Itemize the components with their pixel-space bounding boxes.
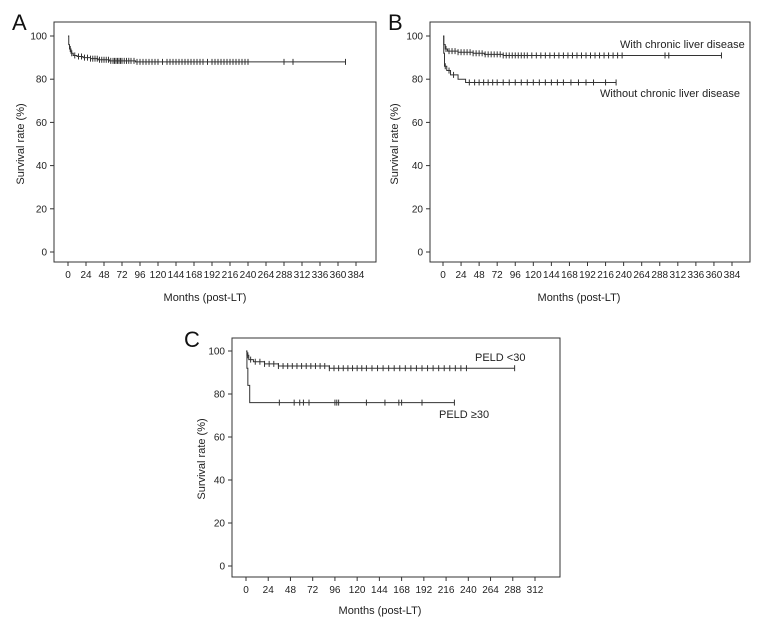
x-tick-label: 168 [186,270,203,281]
curve-label-1: With chronic liver disease [620,39,745,51]
y-tick-label: 40 [36,161,48,172]
x-tick-label: 312 [294,270,311,281]
panel-letter: A [12,10,27,35]
y-tick-label: 100 [30,32,47,43]
x-tick-label: 360 [330,270,347,281]
y-axis-label: Survival rate (%) [389,103,401,184]
curve-label-2: Without chronic liver disease [600,88,740,100]
x-tick-label: 168 [561,270,578,281]
x-tick-label: 288 [651,270,668,281]
y-tick-label: 60 [36,118,48,129]
y-tick-label: 40 [412,161,424,172]
panel-a: A 0 24 48 72 96 120 144 168 192 216 240 264 288 312 336… [12,10,377,304]
x-tick-label: 0 [243,585,249,596]
y-axis-label: Survival rate (%) [196,418,208,499]
x-tick-label: 360 [706,270,723,281]
x-axis-label: Months (post-LT) [164,292,247,304]
x-tick-label: 120 [150,270,167,281]
x-tick-label: 120 [525,270,542,281]
y-tick-label: 20 [214,519,226,530]
y-tick-label: 100 [208,347,225,358]
x-tick-label: 96 [134,270,146,281]
y-tick-label: 80 [412,75,424,86]
x-tick-label: 312 [527,585,544,596]
x-tick-label: 144 [371,585,388,596]
plot-frame [429,21,751,263]
x-tick-label: 120 [349,585,366,596]
x-tick-label: 336 [312,270,329,281]
x-tick-label: 216 [597,270,614,281]
x-tick-label: 168 [393,585,410,596]
x-tick-label: 216 [222,270,239,281]
x-tick-label: 240 [615,270,632,281]
x-tick-label: 72 [116,270,128,281]
x-tick-label: 336 [688,270,705,281]
y-tick-label: 20 [412,204,424,215]
x-tick-label: 384 [724,270,741,281]
x-tick-label: 384 [348,270,365,281]
x-tick-label: 48 [98,270,110,281]
x-tick-label: 24 [80,270,92,281]
plot-frame [231,337,561,578]
x-axis-label: Months (post-LT) [538,292,621,304]
x-tick-label: 192 [204,270,221,281]
panel-letter: C [184,327,200,352]
panel-c: C 0 24 48 72 96 120 144 168 192 216 240 264 288 312 0 20… [184,327,561,617]
x-tick-label: 144 [543,270,560,281]
y-tick-label: 0 [417,248,423,259]
y-tick-label: 40 [214,476,226,487]
y-tick-label: 100 [406,32,423,43]
x-tick-label: 24 [263,585,275,596]
y-tick-label: 60 [412,118,424,129]
panel-letter: B [388,10,403,35]
survival-curve-2 [246,350,455,404]
x-tick-label: 288 [276,270,293,281]
x-tick-label: 264 [258,270,275,281]
x-tick-label: 192 [579,270,596,281]
x-tick-label: 312 [669,270,686,281]
y-tick-label: 0 [41,248,47,259]
x-tick-label: 216 [438,585,455,596]
y-tick-label: 20 [36,204,48,215]
x-tick-label: 72 [307,585,319,596]
x-tick-label: 288 [504,585,521,596]
y-tick-label: 80 [36,75,48,86]
x-tick-label: 264 [482,585,499,596]
x-tick-label: 96 [510,270,522,281]
x-tick-label: 0 [65,270,71,281]
panel-b: B 0 24 48 72 96 120 144 168 192 216 240 264 288 312 336… [388,10,751,304]
y-tick-label: 0 [219,562,225,573]
x-tick-label: 24 [456,270,468,281]
x-tick-label: 96 [329,585,341,596]
y-tick-label: 60 [214,433,226,444]
x-tick-label: 72 [492,270,504,281]
x-tick-label: 48 [285,585,297,596]
x-tick-label: 48 [474,270,486,281]
curve-label-1: PELD <30 [475,352,525,364]
y-tick-label: 80 [214,390,226,401]
survival-curve-1 [68,35,346,63]
curve-label-2: PELD ≥30 [439,409,489,421]
x-tick-label: 0 [440,270,446,281]
x-tick-label: 264 [633,270,650,281]
x-tick-label: 240 [240,270,257,281]
x-tick-label: 192 [416,585,433,596]
x-tick-label: 144 [168,270,185,281]
x-tick-label: 240 [460,585,477,596]
x-axis-label: Months (post-LT) [339,605,422,617]
y-axis-label: Survival rate (%) [15,103,27,184]
survival-curve-2 [443,35,617,83]
plot-frame [53,21,377,263]
